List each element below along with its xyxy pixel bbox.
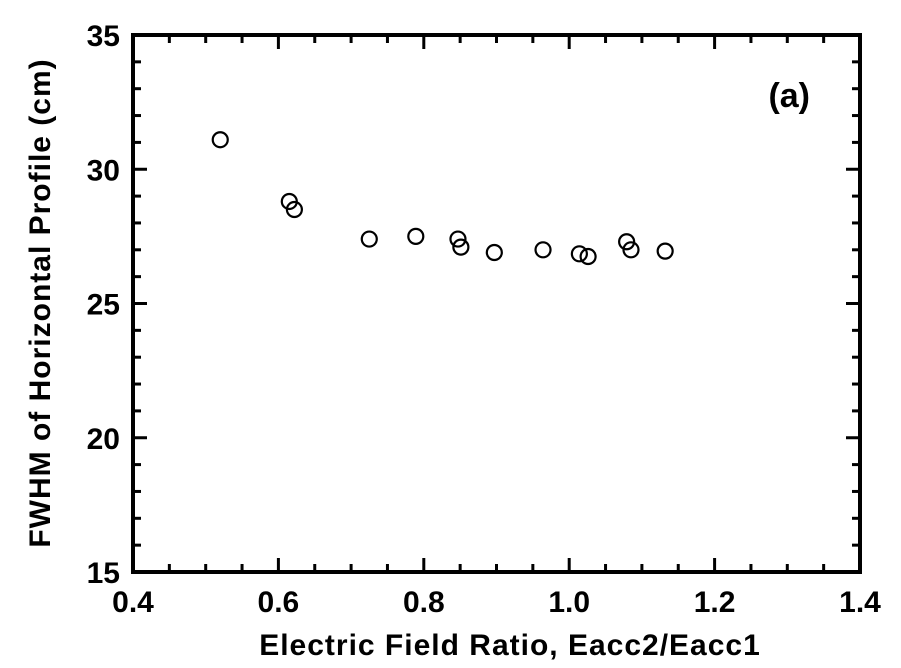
data-point: [360, 230, 378, 248]
x-tick-label: 0.6: [258, 586, 300, 619]
x-tick-label: 0.8: [403, 586, 445, 619]
panel-label: (a): [768, 77, 810, 115]
data-point: [618, 233, 636, 251]
data-point: [452, 238, 470, 256]
y-tick-label: 15: [87, 557, 120, 590]
data-point: [285, 200, 303, 219]
x-tick-labels: 0.4 0.6 0.8 1.0 1.2 1.4: [112, 586, 881, 619]
major-ticks: [131, 33, 862, 574]
data-point: [656, 242, 674, 260]
data-point: [579, 247, 597, 266]
data-point: [407, 227, 425, 245]
y-tick-label: 20: [87, 423, 120, 456]
x-tick-label: 1.2: [694, 586, 736, 619]
y-tick-labels: 15 20 25 30 35: [87, 20, 120, 590]
data-point: [534, 241, 552, 259]
data-points: [211, 131, 674, 266]
data-point: [622, 241, 640, 259]
data-point: [211, 131, 229, 149]
data-point: [449, 230, 467, 248]
y-axis-title: FWHM of Horizontal Profile (cm): [24, 58, 57, 547]
x-tick-label: 1.4: [839, 586, 881, 619]
minor-ticks: [133, 35, 860, 572]
x-axis-title: Electric Field Ratio, Eacc2/Eacc1: [259, 629, 761, 662]
y-tick-label: 35: [87, 20, 120, 53]
y-tick-label: 25: [87, 289, 120, 322]
data-point: [485, 243, 503, 262]
x-tick-label: 0.4: [112, 586, 154, 619]
y-tick-label: 30: [87, 154, 120, 187]
plot-frame: [131, 33, 862, 574]
x-tick-label: 1.0: [548, 586, 590, 619]
data-point: [570, 245, 588, 263]
